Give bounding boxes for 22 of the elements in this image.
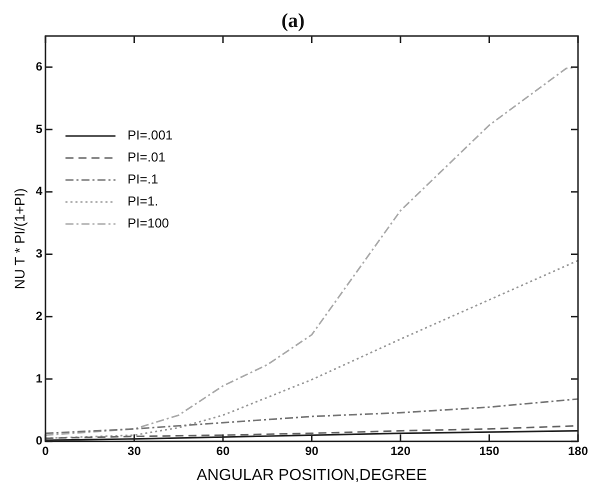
x-tick-label: 180 bbox=[568, 444, 588, 458]
x-tick-label: 120 bbox=[390, 444, 411, 458]
x-tick-label: 30 bbox=[128, 444, 142, 458]
y-tick-label: 3 bbox=[36, 246, 43, 261]
line-series bbox=[45, 398, 578, 434]
y-tick-label: 6 bbox=[36, 59, 43, 74]
legend-label: PI=100 bbox=[127, 216, 170, 231]
legend-label: PI=1. bbox=[127, 194, 158, 209]
y-tick-label: 2 bbox=[36, 308, 43, 323]
x-tick-label: 90 bbox=[305, 444, 319, 458]
y-tick-label: 0 bbox=[36, 434, 43, 448]
chart-title: (a) bbox=[281, 10, 305, 32]
x-tick-label: 60 bbox=[216, 444, 230, 458]
y-axis-title: NU T * PI/(1+PI) bbox=[11, 188, 28, 290]
legend-label: PI=.1 bbox=[127, 172, 158, 187]
y-tick-label: 1 bbox=[36, 371, 43, 386]
legend-label: PI=.01 bbox=[127, 150, 166, 165]
y-tick-label: 4 bbox=[36, 184, 43, 198]
x-tick-label: 150 bbox=[479, 444, 500, 458]
x-axis-title: ANGULAR POSITION,DEGREE bbox=[196, 466, 427, 484]
y-tick-label: 5 bbox=[36, 122, 43, 136]
legend-label: PI=.001 bbox=[127, 128, 173, 143]
